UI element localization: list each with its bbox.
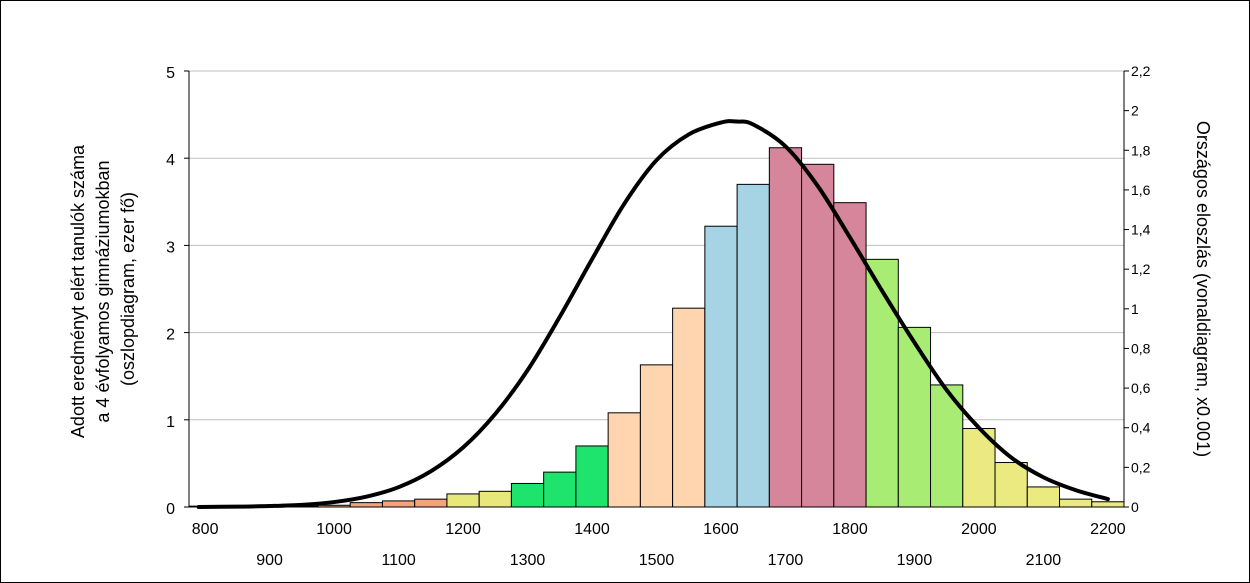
bar <box>1091 501 1125 508</box>
bar <box>704 225 738 508</box>
y-tick-label: 0 <box>166 501 175 518</box>
y2-tick-label: 0,4 <box>1131 420 1151 436</box>
y-tick-label: 5 <box>166 65 175 82</box>
bar <box>510 482 545 508</box>
bars <box>188 147 1125 508</box>
y-tick-label: 2 <box>166 327 175 344</box>
y2-tick-label: 2 <box>1131 103 1139 119</box>
x-tick-label: 1100 <box>381 552 416 569</box>
bar <box>865 258 899 508</box>
y-tick-label: 4 <box>166 152 175 169</box>
x-tick-labels: 800 1000 1200 1400 1600 1800 2000 2200 900 1100 13… <box>192 521 1126 569</box>
x-tick-label: 2000 <box>961 521 997 538</box>
y2-tick-label: 0,6 <box>1131 380 1151 396</box>
bar <box>446 493 480 508</box>
y2-tick-label: 1,6 <box>1131 182 1151 198</box>
bar <box>1026 486 1061 508</box>
bar <box>736 183 770 508</box>
gridlines <box>189 70 1124 421</box>
bar <box>672 307 706 508</box>
y2-tick-labels: 0 0,2 0,4 0,6 0,8 1 1,2 1,4 1,6 1,8 2 2,2 <box>1124 63 1151 515</box>
y-tick-label: 1 <box>166 414 175 431</box>
bar <box>768 147 803 508</box>
y2-tick-label: 0,2 <box>1131 459 1151 475</box>
bar <box>543 471 577 508</box>
bar <box>414 498 448 508</box>
y2-tick-label: 1,4 <box>1131 222 1151 238</box>
bar <box>639 364 674 508</box>
y2-tick-label: 1,8 <box>1131 142 1151 158</box>
bar <box>607 412 641 508</box>
y-axis-title-line-1: Adott eredményt elért tanulók száma <box>68 144 88 438</box>
bar <box>1059 498 1093 508</box>
x-tick-label: 800 <box>192 521 219 538</box>
x-tick-label: 1600 <box>703 521 739 538</box>
bar <box>994 462 1028 508</box>
y2-tick-label: 1,2 <box>1131 261 1151 277</box>
bar <box>897 326 932 508</box>
y2-tick-label: 2,2 <box>1131 63 1151 79</box>
y-tick-labels: 0 1 2 3 4 5 <box>166 65 189 518</box>
x-tick-label: 2200 <box>1090 521 1126 538</box>
y2-axis-title: Országos eloszlás (vonaldiagram, x0.001) <box>1193 121 1213 457</box>
bar <box>833 202 867 508</box>
axes <box>188 71 1125 508</box>
x-tick-label: 1700 <box>768 552 804 569</box>
y2-tick-label: 1 <box>1131 301 1139 317</box>
x-tick-label: 2100 <box>1026 552 1062 569</box>
x-tick-label: 900 <box>256 552 283 569</box>
x-tick-label: 1500 <box>639 552 675 569</box>
bar <box>575 445 609 508</box>
x-tick-label: 1300 <box>510 552 546 569</box>
y2-tick-label: 0,8 <box>1131 340 1151 356</box>
x-tick-label: 1400 <box>574 521 610 538</box>
x-tick-label: 1800 <box>832 521 868 538</box>
y-axis-title-line-2: a 4 évfolyamos gimnáziumokban <box>93 160 113 422</box>
bar <box>381 500 416 508</box>
y2-tick-label: 0 <box>1131 499 1139 515</box>
bar <box>801 163 835 508</box>
x-tick-label: 1200 <box>445 521 481 538</box>
bar <box>478 490 512 508</box>
y-axis-title: Adott eredményt elért tanulók száma a 4 … <box>68 140 138 438</box>
x-tick-label: 1000 <box>316 521 352 538</box>
y-axis-title-line-3: (oszlopdiagram, ezer fő) <box>118 192 138 386</box>
distribution-line <box>196 119 1110 509</box>
x-tick-label: 1900 <box>897 552 933 569</box>
y-tick-label: 3 <box>166 239 175 256</box>
bar <box>349 502 383 508</box>
